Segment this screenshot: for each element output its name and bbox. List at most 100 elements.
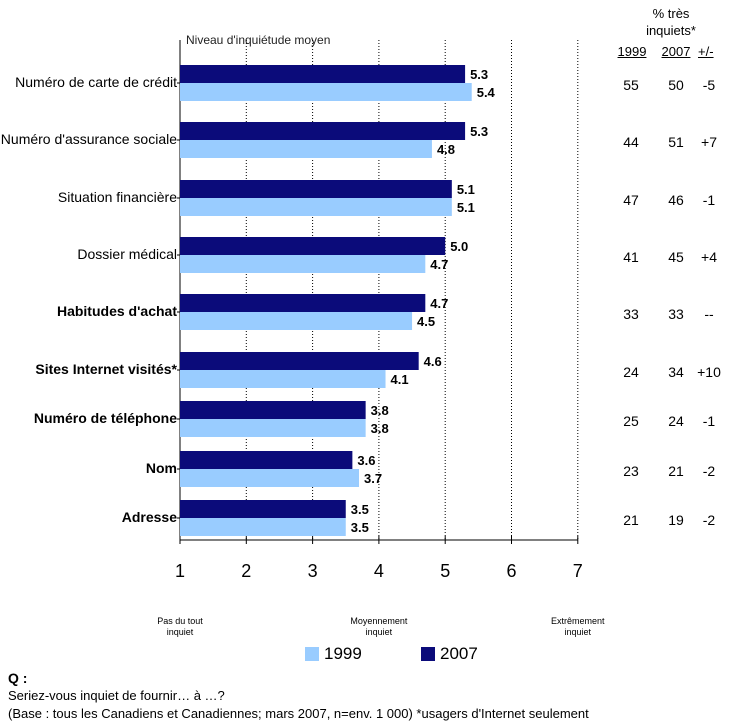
table-col-1999: 1999 <box>617 44 647 59</box>
legend-label-2007: 2007 <box>440 644 478 663</box>
table-cell: 50 <box>668 77 684 93</box>
table-title-line2: inquiets* <box>646 23 696 38</box>
category-label: Sites Internet visités* <box>35 361 177 377</box>
table-cell: 51 <box>668 134 684 150</box>
value-label-1999: 5.4 <box>477 85 496 100</box>
table-cell: -1 <box>703 192 716 208</box>
x-tick-label: 7 <box>573 561 583 581</box>
category-label: Numéro d'assurance sociale <box>1 131 177 147</box>
scale-label: Extrêmement <box>551 616 605 626</box>
table-cell: 19 <box>668 512 684 528</box>
bar-2007 <box>180 180 452 198</box>
bar-2007 <box>180 65 466 83</box>
legend-swatch-2007 <box>421 647 435 661</box>
value-label-1999: 3.8 <box>371 421 389 436</box>
table-cell: +10 <box>697 364 721 380</box>
table-cell: 34 <box>668 364 684 380</box>
value-label-1999: 4.5 <box>417 314 435 329</box>
value-label-2007: 3.6 <box>357 453 375 468</box>
value-label-2007: 3.8 <box>371 403 389 418</box>
scale-label: inquiet <box>167 627 194 637</box>
value-label-1999: 5.1 <box>457 200 475 215</box>
category-label: Habitudes d'achat <box>57 303 177 319</box>
x-tick-label: 1 <box>175 561 185 581</box>
bar-1999 <box>180 140 432 158</box>
scale-label: Moyennement <box>350 616 408 626</box>
category-label: Nom <box>146 460 177 476</box>
value-label-2007: 4.6 <box>424 354 442 369</box>
value-label-2007: 5.0 <box>450 239 468 254</box>
bar-1999 <box>180 370 386 388</box>
footer-base: (Base : tous les Canadiens et Canadienne… <box>8 706 589 721</box>
x-tick-label: 4 <box>374 561 384 581</box>
bar-2007 <box>180 451 353 469</box>
value-label-1999: 3.7 <box>364 471 382 486</box>
table-cell: 44 <box>623 134 639 150</box>
x-tick-label: 6 <box>506 561 516 581</box>
category-label: Dossier médical <box>77 246 177 262</box>
table-cell: -5 <box>703 77 716 93</box>
legend-swatch-1999 <box>305 647 319 661</box>
category-label: Numéro de téléphone <box>34 410 177 426</box>
x-tick-label: 2 <box>241 561 251 581</box>
table-cell: 55 <box>623 77 639 93</box>
value-label-2007: 4.7 <box>430 296 448 311</box>
bar-1999 <box>180 83 472 101</box>
table-cell: -1 <box>703 413 716 429</box>
table-cell: 21 <box>623 512 639 528</box>
table-cell: -2 <box>703 512 716 528</box>
value-label-1999: 3.5 <box>351 520 369 535</box>
table-cell: 23 <box>623 463 639 479</box>
bar-2007 <box>180 122 466 140</box>
table-cell: -- <box>704 306 714 322</box>
table-col-change: +/- <box>698 44 714 59</box>
table-title-line1: % très <box>652 6 690 21</box>
x-tick-label: 5 <box>440 561 450 581</box>
bar-2007 <box>180 500 346 518</box>
bar-1999 <box>180 312 413 330</box>
scale-label: Pas du tout <box>157 616 203 626</box>
scale-label: inquiet <box>366 627 393 637</box>
scale-label: inquiet <box>565 627 592 637</box>
value-label-2007: 5.1 <box>457 182 475 197</box>
bar-1999 <box>180 419 366 437</box>
category-label: Adresse <box>122 509 177 525</box>
value-label-2007: 5.3 <box>470 124 488 139</box>
legend-label-1999: 1999 <box>324 644 362 663</box>
bar-2007 <box>180 237 446 255</box>
bar-1999 <box>180 469 360 487</box>
value-label-2007: 5.3 <box>470 67 488 82</box>
table-cell: 45 <box>668 249 684 265</box>
value-label-2007: 3.5 <box>351 502 369 517</box>
value-label-1999: 4.1 <box>391 372 409 387</box>
table-cell: 41 <box>623 249 639 265</box>
category-label: Numéro de carte de crédit <box>15 74 177 90</box>
bar-1999 <box>180 198 452 216</box>
table-cell: 46 <box>668 192 684 208</box>
table-cell: +7 <box>701 134 717 150</box>
axis-title: Niveau d'inquiétude moyen <box>186 33 330 47</box>
table-cell: -2 <box>703 463 716 479</box>
table-cell: 47 <box>623 192 639 208</box>
table-cell: +4 <box>701 249 717 265</box>
footer-question: Seriez-vous inquiet de fournir… à …? <box>8 688 225 703</box>
value-label-1999: 4.8 <box>437 142 455 157</box>
bar-1999 <box>180 255 426 273</box>
table-cell: 25 <box>623 413 639 429</box>
table-cell: 33 <box>668 306 684 322</box>
bar-2007 <box>180 352 419 370</box>
bar-2007 <box>180 294 426 312</box>
bar-1999 <box>180 518 346 536</box>
table-cell: 21 <box>668 463 684 479</box>
table-cell: 24 <box>623 364 639 380</box>
table-cell: 33 <box>623 306 639 322</box>
x-tick-label: 3 <box>308 561 318 581</box>
table-col-2007: 2007 <box>661 44 691 59</box>
value-label-1999: 4.7 <box>430 257 448 272</box>
category-label: Situation financière <box>58 189 177 205</box>
bar-2007 <box>180 401 366 419</box>
table-cell: 24 <box>668 413 684 429</box>
footer-q-label: Q : <box>8 670 28 686</box>
